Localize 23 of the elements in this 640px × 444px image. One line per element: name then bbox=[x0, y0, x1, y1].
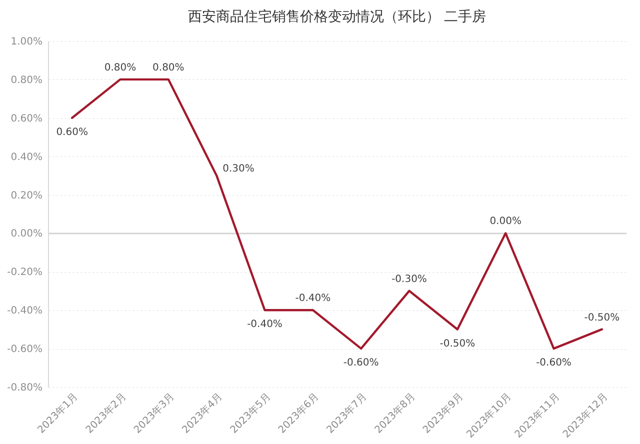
data-label: 0.80% bbox=[152, 62, 184, 74]
data-label: -0.40% bbox=[295, 293, 331, 304]
data-label: -0.30% bbox=[392, 274, 427, 285]
y-tick-label: 0.00% bbox=[10, 228, 42, 240]
data-label: -0.50% bbox=[440, 338, 476, 350]
data-label: -0.40% bbox=[247, 319, 282, 330]
data-label: -0.60% bbox=[536, 358, 572, 369]
y-tick-label: -0.80% bbox=[7, 382, 42, 394]
data-label: 0.80% bbox=[104, 62, 136, 74]
y-tick-label: -0.20% bbox=[7, 267, 42, 278]
y-tick-label: -0.40% bbox=[7, 306, 42, 317]
y-tick-label: 0.40% bbox=[10, 152, 42, 163]
data-label: 0.60% bbox=[56, 126, 88, 138]
y-tick-label: 0.20% bbox=[10, 190, 42, 202]
data-label: -0.60% bbox=[343, 358, 379, 369]
data-label: 0.30% bbox=[222, 164, 254, 175]
data-label: -0.50% bbox=[584, 312, 620, 324]
chart-title: 西安商品住宅销售价格变动情况（环比） 二手房 bbox=[188, 9, 486, 25]
y-tick-label: 1.00% bbox=[10, 36, 42, 48]
data-label: 0.00% bbox=[490, 216, 522, 228]
y-tick-label: 0.60% bbox=[10, 113, 42, 124]
y-tick-label: 0.80% bbox=[10, 74, 42, 86]
y-tick-label: -0.60% bbox=[7, 344, 42, 356]
